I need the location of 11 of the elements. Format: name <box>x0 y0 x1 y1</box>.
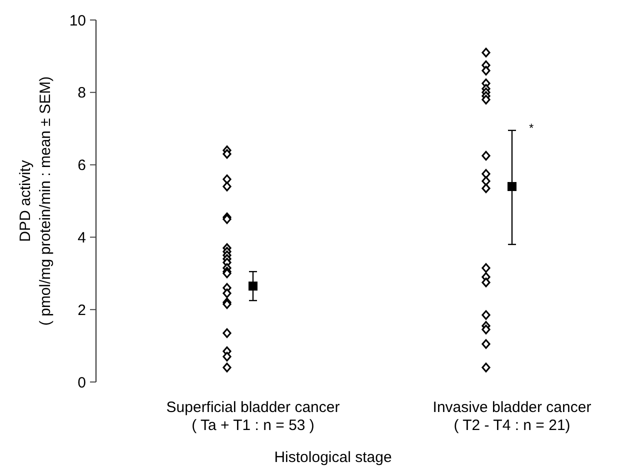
y-tick-label: 8 <box>78 84 86 102</box>
y-tick-label: 6 <box>78 157 86 174</box>
x-tick-label: Superficial bladder cancer ( Ta + T1 : n = 53 ) <box>166 399 340 434</box>
y-tick-label: 0 <box>78 374 86 392</box>
x-axis-title: Histological stage <box>274 449 392 466</box>
y-axis-title: DPD activity ( pmol/mg protein/min : mean ± SEM) <box>17 76 54 326</box>
annotation: * <box>529 121 534 135</box>
y-tick-label: 10 <box>69 12 86 30</box>
y-tick-label: 4 <box>78 229 86 246</box>
y-tick-label: 2 <box>78 302 86 319</box>
x-tick-label: Invasive bladder cancer ( T2 - T4 : n = 21) <box>432 399 592 434</box>
